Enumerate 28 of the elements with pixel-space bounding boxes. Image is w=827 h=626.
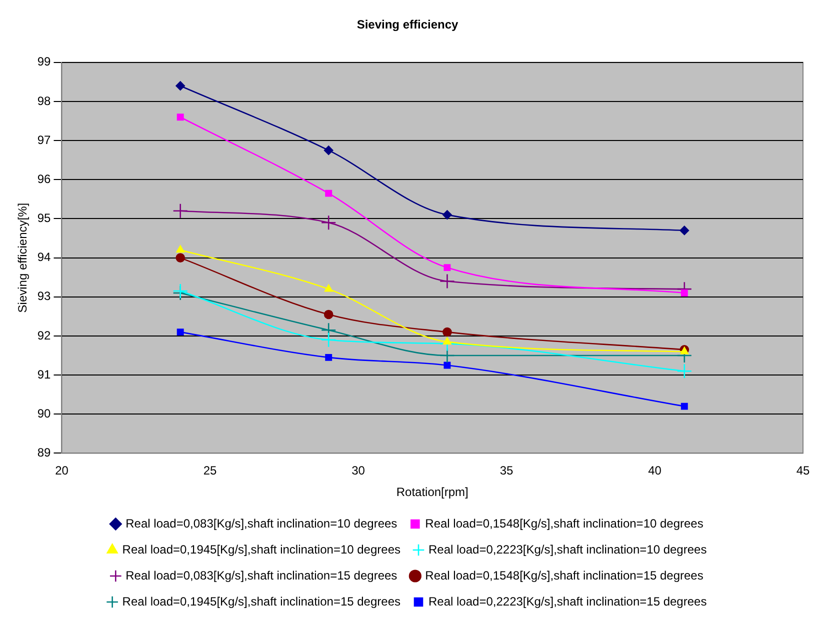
legend-label: Real load=0,2223[Kg/s],shaft inclination=15 degrees bbox=[428, 594, 707, 608]
chart-title: Sieving efficiency bbox=[356, 18, 459, 32]
y-axis-title: Sieving efficiency[%] bbox=[16, 202, 30, 313]
y-tick-label: 98 bbox=[37, 94, 52, 108]
legend-label: Real load=0,1945[Kg/s],shaft inclination=10 degrees bbox=[122, 542, 401, 556]
y-tick-label: 99 bbox=[37, 54, 52, 69]
x-axis-title: Rotation[rpm] bbox=[396, 485, 468, 500]
y-tick-label: 97 bbox=[37, 132, 52, 147]
y-tick-label: 92 bbox=[37, 328, 52, 342]
y-tick-label: 95 bbox=[37, 211, 52, 226]
y-tick-label: 91 bbox=[37, 367, 52, 382]
y-tick-label: 96 bbox=[37, 172, 52, 186]
x-tick-label: 40 bbox=[648, 464, 662, 478]
x-tick-label: 25 bbox=[203, 464, 217, 478]
y-tick-label: 94 bbox=[37, 250, 52, 264]
y-tick-label: 89 bbox=[37, 446, 52, 460]
y-tick-label: 93 bbox=[37, 289, 52, 304]
legend-label: Real load=0,083[Kg/s],shaft inclination=15 degrees bbox=[126, 568, 398, 582]
x-tick-label: 30 bbox=[352, 464, 366, 478]
legend-label: Real load=0,083[Kg/s],shaft inclination=10 degrees bbox=[126, 516, 398, 530]
legend-label: Real load=0,1548[Kg/s],shaft inclination=15 degrees bbox=[425, 568, 704, 582]
legend-label: Real load=0,2223[Kg/s],shaft inclination=10 degrees bbox=[428, 542, 707, 556]
x-tick-label: 45 bbox=[796, 464, 810, 478]
legend-label: Real load=0,1945[Kg/s],shaft inclination=15 degrees bbox=[122, 594, 401, 608]
y-tick-label: 90 bbox=[37, 406, 52, 420]
x-tick-label: 20 bbox=[55, 464, 69, 478]
legend-label: Real load=0,1548[Kg/s],shaft inclination=10 degrees bbox=[425, 516, 704, 530]
x-tick-label: 35 bbox=[500, 464, 514, 478]
